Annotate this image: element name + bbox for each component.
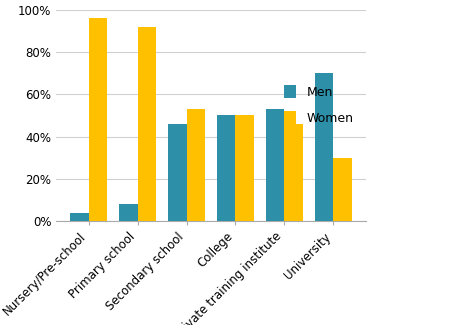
Bar [333,158,352,221]
Bar [70,213,89,221]
Bar [266,109,284,221]
Legend: Men, Women: Men, Women [278,79,360,131]
Bar [138,27,156,221]
Bar [284,124,303,221]
Bar [119,204,138,221]
Bar [315,73,333,221]
Bar [89,18,107,221]
Bar [168,124,187,221]
Bar [187,109,205,221]
Bar [217,115,235,221]
Bar [235,115,254,221]
